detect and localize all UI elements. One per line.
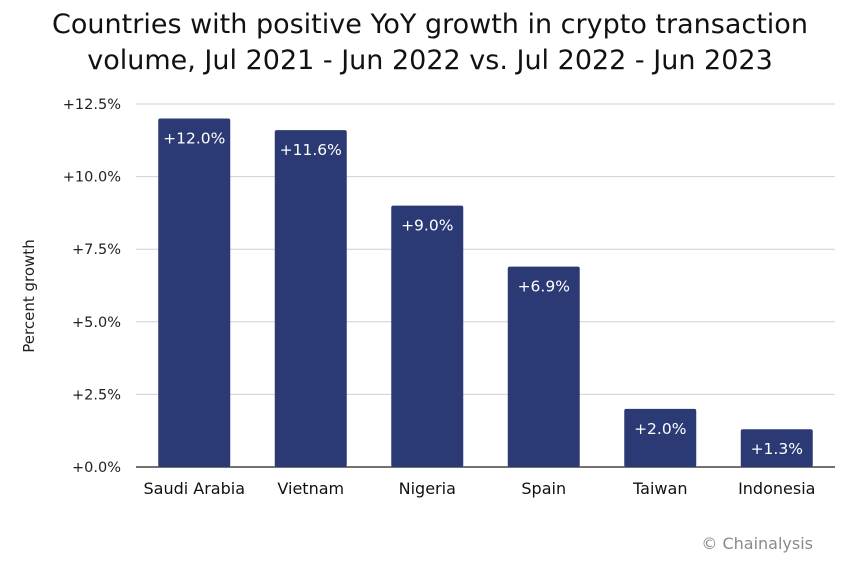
y-tick-label: +0.0% (72, 460, 121, 476)
y-tick-label: +7.5% (72, 242, 121, 258)
source-credit: © Chainalysis (701, 534, 813, 553)
bar (507, 266, 580, 467)
x-tick-label: Indonesia (738, 479, 815, 498)
x-tick-label: Vietnam (277, 479, 344, 498)
bar (391, 205, 464, 467)
x-tick-label: Spain (521, 479, 566, 498)
x-tick-label: Saudi Arabia (143, 479, 245, 498)
data-label: +9.0% (401, 217, 453, 235)
chart-title-line-2: volume, Jul 2021 - Jun 2022 vs. Jul 2022… (87, 45, 773, 76)
data-label: +6.9% (518, 278, 570, 296)
y-tick-label: +12.5% (63, 97, 121, 113)
y-tick-label: +5.0% (72, 315, 121, 331)
x-tick-label: Nigeria (399, 479, 456, 498)
y-tick-labels: +0.0% +2.5% +5.0% +7.5% +10.0% +12.5% (63, 97, 121, 476)
x-tick-labels: Saudi Arabia Vietnam Nigeria Spain Taiwan Ind… (143, 479, 815, 498)
data-label: +2.0% (634, 420, 686, 438)
data-label: +12.0% (163, 130, 225, 148)
bar (624, 408, 697, 467)
y-axis-label: Percent growth (20, 239, 38, 352)
gridlines (136, 103, 835, 468)
bar (274, 130, 347, 468)
x-tick-label: Taiwan (632, 479, 687, 498)
y-tick-label: +10.0% (63, 170, 121, 186)
bars: +12.0% +11.6% +9.0% +6.9% +2.0% +1.3% (158, 118, 813, 468)
bar (740, 429, 813, 467)
data-label: +11.6% (280, 141, 342, 159)
bar (158, 118, 231, 468)
y-tick-label: +2.5% (72, 387, 121, 403)
chart-title-line-1: Countries with positive YoY growth in cr… (52, 9, 808, 40)
data-label: +1.3% (751, 440, 803, 458)
